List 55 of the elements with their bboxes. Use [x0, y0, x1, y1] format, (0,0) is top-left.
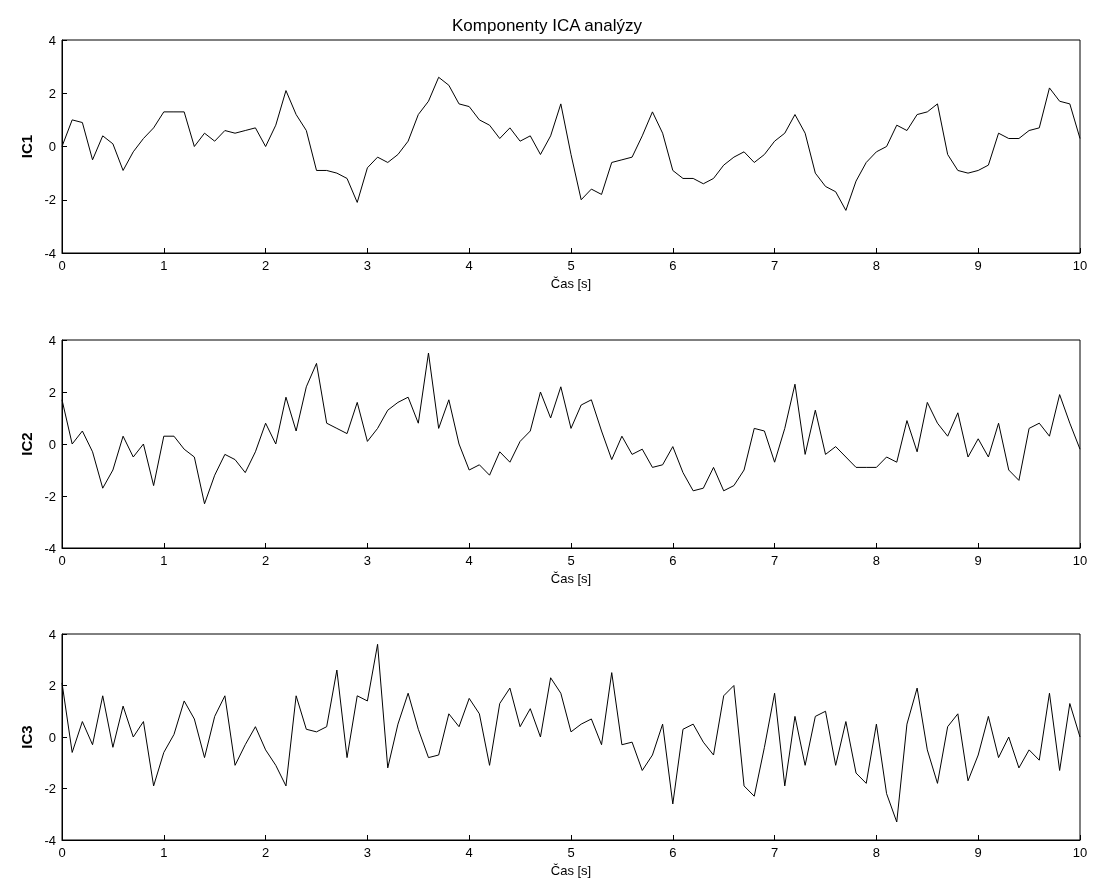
x-tick-label: 6 — [669, 845, 677, 860]
x-tick-label: 9 — [974, 553, 982, 568]
x-tick-label: 8 — [872, 845, 881, 860]
x-tick-label: 5 — [567, 258, 575, 273]
x-tick-label: 10 — [1072, 845, 1088, 860]
x-tick-label: 5 — [567, 553, 575, 568]
y-tick-label: 0 — [48, 729, 56, 745]
y-axis-title: IC1 — [17, 134, 35, 159]
x-tick-label: 5 — [567, 845, 575, 860]
x-tick-label: 6 — [669, 553, 677, 568]
x-tick-label: 0 — [58, 553, 66, 568]
x-tick-label: 1 — [160, 258, 168, 273]
y-tick-label: -4 — [44, 245, 56, 261]
x-tick-label: 1 — [160, 845, 168, 860]
x-tick-label: 10 — [1072, 258, 1088, 273]
y-tick-label: 2 — [48, 85, 56, 101]
y-tick-label: 0 — [48, 139, 56, 154]
x-tick-label: 6 — [669, 258, 677, 273]
x-tick-label: 3 — [363, 845, 372, 860]
x-tick-label: 1 — [160, 553, 168, 568]
x-tick-label: 8 — [872, 258, 881, 273]
x-tick-label: 0 — [58, 258, 66, 273]
y-axis-title: IC2 — [17, 432, 35, 456]
y-tick-label: 4 — [48, 626, 56, 642]
x-tick-label: 0 — [58, 845, 66, 860]
chart-title: Komponenty ICA analýzy — [452, 16, 643, 35]
x-tick-label: 4 — [465, 258, 473, 273]
x-tick-label: 4 — [465, 553, 473, 568]
y-tick-label: -2 — [44, 192, 56, 208]
y-tick-label: 0 — [48, 436, 56, 452]
x-tick-label: 8 — [872, 553, 881, 568]
y-tick-label: 2 — [48, 678, 56, 693]
x-tick-label: 3 — [363, 258, 372, 273]
y-axis-title: IC3 — [17, 725, 35, 749]
y-tick-label: 4 — [48, 332, 56, 348]
x-tick-label: 2 — [261, 258, 270, 273]
x-tick-label: 7 — [770, 553, 779, 568]
x-tick-label: 9 — [974, 845, 982, 860]
y-tick-label: -2 — [44, 488, 56, 504]
x-tick-label: 2 — [261, 845, 270, 860]
y-tick-label: 2 — [48, 384, 56, 400]
y-tick-label: -4 — [44, 540, 56, 556]
y-tick-label: 4 — [48, 32, 56, 48]
x-tick-label: 3 — [363, 553, 372, 568]
x-axis-title: Čas [s] — [550, 571, 592, 586]
x-tick-label: 9 — [974, 258, 982, 273]
x-tick-label: 4 — [465, 845, 473, 860]
x-tick-label: 7 — [770, 845, 779, 860]
y-tick-label: -4 — [44, 832, 56, 848]
y-tick-label: -2 — [44, 781, 56, 796]
x-axis-title: Čas [s] — [550, 276, 592, 291]
x-tick-label: 2 — [261, 553, 270, 568]
x-axis-title: Čas [s] — [550, 863, 592, 878]
x-tick-label: 10 — [1072, 553, 1088, 568]
x-tick-label: 7 — [770, 258, 779, 273]
